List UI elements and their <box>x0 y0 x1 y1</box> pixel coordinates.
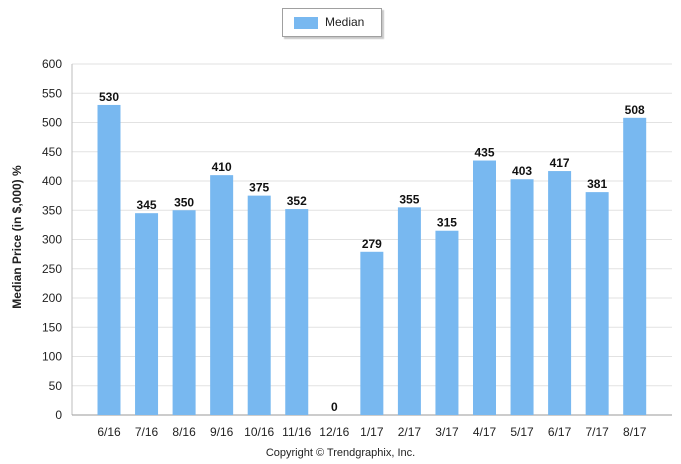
data-label: 0 <box>331 400 338 414</box>
data-label: 435 <box>474 146 494 160</box>
bar-10/16 <box>247 195 271 415</box>
x-tick-label: 4/17 <box>473 425 497 439</box>
y-axis-ticks: 0 50 100 150 200 250 300 350 400 450 500 550 600 <box>42 57 62 422</box>
bar-1/17 <box>360 251 384 415</box>
data-label: 417 <box>550 156 570 170</box>
x-tick-label: 10/16 <box>244 425 274 439</box>
data-label: 508 <box>625 103 645 117</box>
x-tick-label: 7/16 <box>135 425 159 439</box>
x-tick-label: 7/17 <box>585 425 609 439</box>
bar-6/17 <box>548 171 572 415</box>
y-axis-label: Median Price (in $,000) % <box>10 165 24 309</box>
data-label: 345 <box>137 198 157 212</box>
y-tick-label: 300 <box>42 233 62 247</box>
bar-9/16 <box>210 175 234 415</box>
bar-2/17 <box>397 207 421 415</box>
y-tick-label: 150 <box>42 320 62 334</box>
x-axis-ticks: 6/16 7/16 8/16 9/16 10/16 11/16 12/16 1/17 2/17 3… <box>97 425 646 439</box>
bar-7/16 <box>135 213 159 415</box>
copyright-text: Copyright © Trendgraphix, Inc. <box>265 447 416 459</box>
x-tick-label: 6/17 <box>548 425 572 439</box>
y-tick-label: 600 <box>42 57 62 71</box>
y-tick-label: 500 <box>42 116 62 130</box>
x-tick-label: 8/17 <box>623 425 647 439</box>
legend-swatch-median <box>294 17 318 29</box>
data-labels: 530 345 350 410 375 352 0 279 355 315 435 403 417 381… <box>99 90 645 414</box>
x-tick-label: 11/16 <box>282 425 311 439</box>
bar-7/17 <box>585 192 609 415</box>
y-tick-label: 0 <box>55 408 62 422</box>
y-tick-label: 450 <box>42 145 62 159</box>
y-tick-label: 200 <box>42 291 62 305</box>
bar-4/17 <box>473 160 496 415</box>
x-tick-label: 8/16 <box>172 425 196 439</box>
y-tick-label: 400 <box>42 174 62 188</box>
bar-8/16 <box>172 210 196 415</box>
bar-3/17 <box>435 230 459 415</box>
bars <box>97 104 647 415</box>
bar-5/17 <box>510 179 534 415</box>
x-tick-label: 6/16 <box>97 425 121 439</box>
x-tick-label: 1/17 <box>360 425 384 439</box>
data-label: 315 <box>437 216 457 230</box>
data-label: 355 <box>399 192 419 206</box>
y-tick-label: 550 <box>42 86 62 100</box>
legend-label-median: Median <box>325 15 365 29</box>
data-label: 279 <box>362 237 382 251</box>
data-label: 530 <box>99 90 119 104</box>
data-label: 410 <box>212 160 232 174</box>
data-label: 381 <box>587 177 607 191</box>
y-tick-label: 250 <box>42 262 62 276</box>
y-tick-label: 100 <box>42 350 62 364</box>
bar-8/17 <box>623 117 647 415</box>
data-label: 403 <box>512 164 532 178</box>
data-label: 375 <box>249 181 269 195</box>
legend: Median <box>282 8 382 37</box>
x-tick-label: 9/16 <box>210 425 234 439</box>
x-tick-label: 5/17 <box>510 425 534 439</box>
bar-6/16 <box>97 104 121 415</box>
y-tick-label: 350 <box>42 203 62 217</box>
data-label: 350 <box>174 195 194 209</box>
x-tick-label: 3/17 <box>435 425 459 439</box>
y-tick-label: 50 <box>49 379 63 393</box>
x-tick-label: 12/16 <box>319 425 349 439</box>
bar-11/16 <box>285 209 309 415</box>
x-tick-label: 2/17 <box>398 425 422 439</box>
data-label: 352 <box>287 194 307 208</box>
